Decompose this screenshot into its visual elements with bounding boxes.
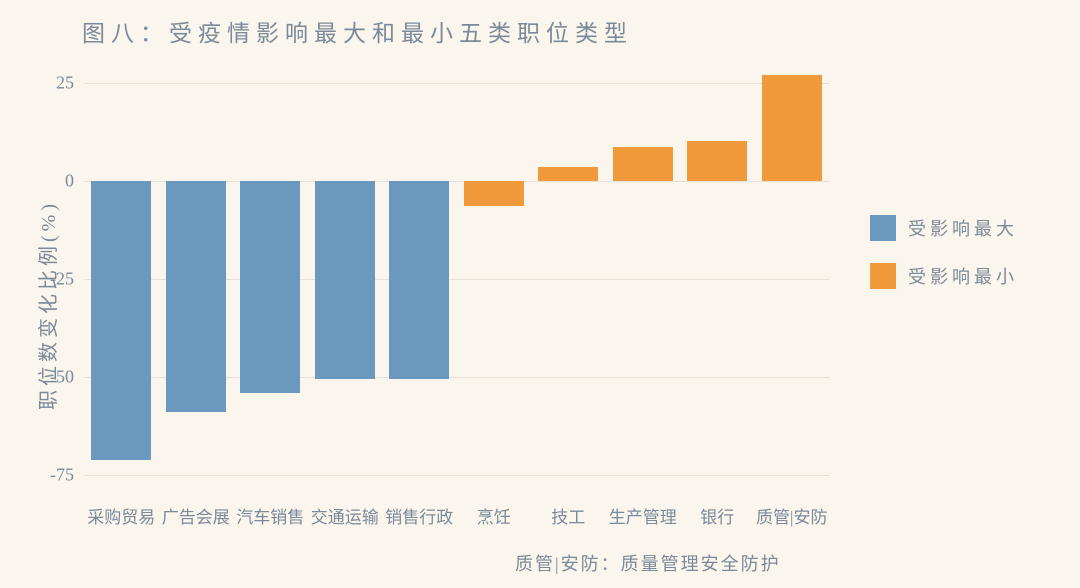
bar <box>762 75 822 181</box>
chart-title: 图八：受疫情影响最大和最小五类职位类型 <box>82 14 633 48</box>
bar <box>613 147 673 180</box>
legend-swatch <box>870 215 896 241</box>
y-tick-label: -75 <box>50 465 84 486</box>
grid-line <box>84 475 829 476</box>
x-tick-label: 汽车销售 <box>236 503 304 528</box>
x-tick-label: 采购贸易 <box>87 503 155 528</box>
bar <box>389 181 449 379</box>
bar <box>538 167 598 181</box>
x-tick-label: 技工 <box>551 503 585 528</box>
x-tick-label: 质管|安防 <box>756 503 827 528</box>
legend-item: 受影响最大 <box>870 215 1018 241</box>
x-tick-label: 银行 <box>700 503 734 528</box>
x-axis-labels: 采购贸易广告会展汽车销售交通运输销售行政烹饪 技工生产管理银行质管|安防 <box>84 503 829 533</box>
bar <box>687 141 747 180</box>
y-tick-label: -50 <box>50 367 84 388</box>
y-tick-label: -25 <box>50 268 84 289</box>
legend-label: 受影响最小 <box>908 263 1018 289</box>
bar <box>91 181 151 460</box>
plot-area: -75-50-25025 <box>84 55 829 495</box>
legend: 受影响最大受影响最小 <box>870 215 1018 289</box>
bar <box>240 181 300 393</box>
bar <box>166 181 226 413</box>
legend-label: 受影响最大 <box>908 215 1018 241</box>
y-tick-label: 25 <box>56 72 84 93</box>
legend-item: 受影响最小 <box>870 263 1018 289</box>
x-tick-label: 广告会展 <box>162 503 230 528</box>
x-tick-label: 销售行政 <box>385 503 453 528</box>
legend-swatch <box>870 263 896 289</box>
grid-line <box>84 83 829 84</box>
x-tick-label: 生产管理 <box>609 503 677 528</box>
bar <box>315 181 375 379</box>
bar <box>464 181 524 207</box>
x-tick-label: 交通运输 <box>311 503 379 528</box>
footnote: 质管|安防：质量管理安全防护 <box>515 550 781 576</box>
x-tick-label: 烹饪 <box>477 503 511 528</box>
y-tick-label: 0 <box>65 170 84 191</box>
chart-container: 图八：受疫情影响最大和最小五类职位类型 职位数变化比例(%) -75-50-25… <box>0 0 1080 588</box>
